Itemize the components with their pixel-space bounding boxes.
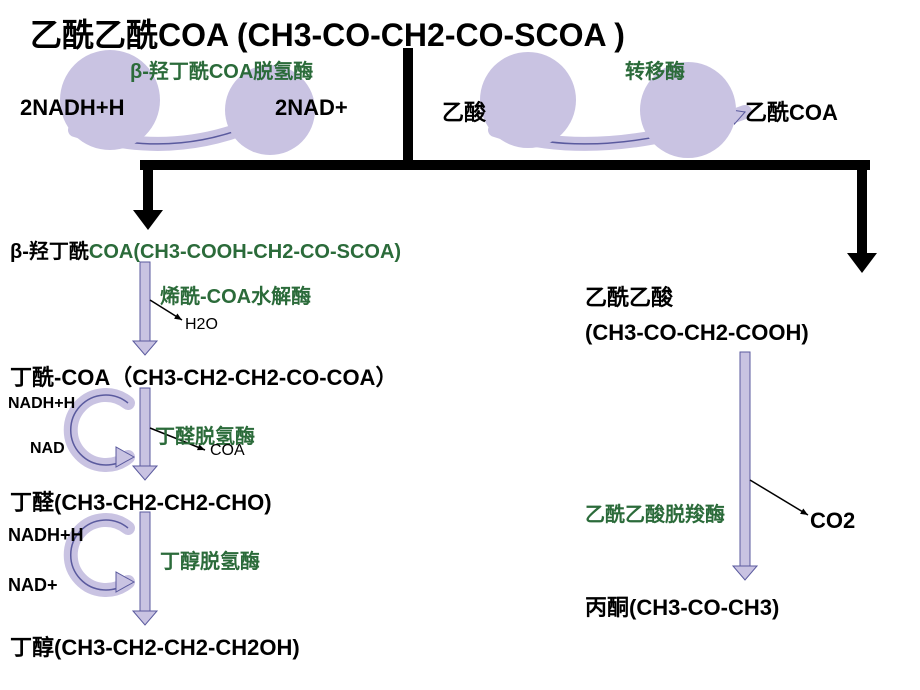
compound-c_nad2: 2NAD+ (275, 95, 348, 121)
compound-c_bcoa: 丁酰-COA（CH3-CH2-CH2-CO-COA） (10, 360, 397, 392)
compound-c_ac1: 丙酮(CH3-CO-CH3) (585, 590, 785, 622)
enzyme-e3: 烯酰-COA水解酶 (160, 280, 311, 309)
compound-c_nadh2: 2NADH+H (20, 95, 125, 121)
compound-c_aa1: 乙酰乙酸 (585, 280, 673, 312)
compound-c_acoa: 乙酰COA (745, 95, 838, 127)
byproduct-bp1: H2O (185, 316, 218, 334)
cofactor-curve-0 (71, 395, 134, 467)
cofactor-cf3: NADH+H (8, 525, 84, 546)
light-arrow-2 (133, 512, 157, 625)
bg-circle-2 (480, 52, 576, 148)
compound-c_bh: β-羟丁酰COA(CH3-COOH-CH2-CO-SCOA) (10, 235, 401, 264)
enzyme-e5: 丁醇脱氢酶 (160, 545, 260, 574)
title: 乙酰乙酰COA (CH3-CO-CH2-CO-SCOA ) (30, 10, 625, 56)
light-arrow-3 (733, 352, 757, 580)
compound-c_acoh: 乙酸 (442, 95, 486, 127)
enzyme-e2: 转移酶 (625, 55, 685, 84)
light-arrow-1 (133, 388, 157, 480)
byproduct-bp2: COA (210, 442, 245, 460)
light-arrow-0 (133, 262, 157, 355)
thin-arrow-2 (750, 480, 808, 515)
compound-c_boh: 丁醇(CH3-CH2-CH2-CH2OH) (10, 630, 300, 662)
cofactor-cf1: NADH+H (8, 395, 75, 413)
enzyme-e6: 乙酰乙酸脱羧酶 (585, 498, 735, 527)
cofactor-cf2: NAD (30, 440, 65, 458)
cofactor-cf4: NAD+ (8, 575, 58, 596)
byproduct-bp3: CO2 (810, 508, 855, 534)
enzyme-e1: β-羟丁酰COA脱氢酶 (130, 55, 313, 84)
compound-c_aa2: (CH3-CO-CH2-COOH) (585, 320, 809, 346)
compound-c_bch: 丁醛(CH3-CH2-CH2-CHO) (10, 485, 272, 517)
